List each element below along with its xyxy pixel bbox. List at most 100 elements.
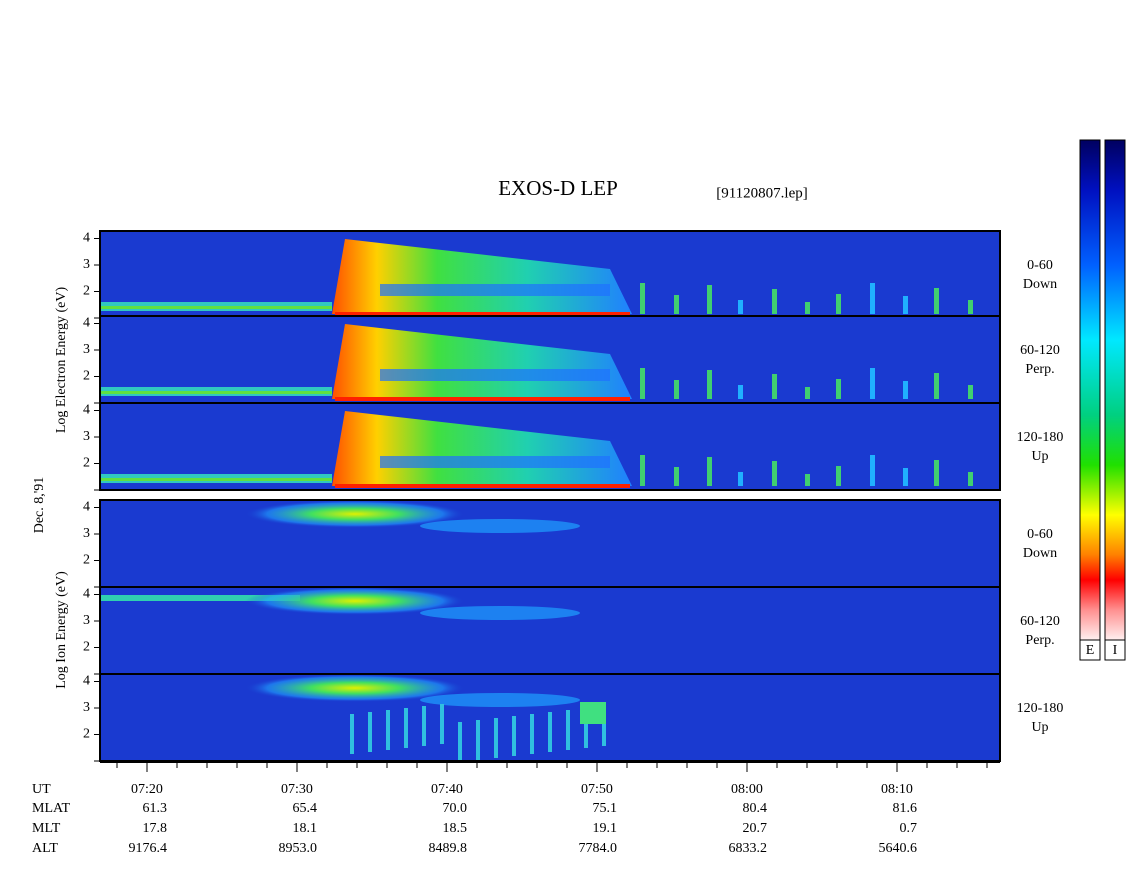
- pitch-angle: 120-180: [1017, 430, 1064, 445]
- table-value: 07:20: [131, 782, 163, 797]
- direction: Perp.: [1025, 633, 1054, 648]
- table-value: 07:50: [581, 782, 613, 797]
- pitch-angle: 0-60: [1027, 527, 1053, 542]
- y-tick-label: 2: [83, 284, 90, 299]
- y-tick-label: 4: [83, 587, 90, 602]
- low-energy-core: [100, 478, 332, 481]
- y-tick-label: 2: [83, 727, 90, 742]
- spike: [584, 708, 588, 748]
- table-value: 80.4: [743, 801, 768, 816]
- panel-frame: [99, 402, 1001, 491]
- spike: [674, 380, 679, 399]
- spike: [386, 710, 390, 750]
- ion-flux: [245, 674, 465, 702]
- spike: [674, 295, 679, 314]
- y-tick-label: 3: [83, 429, 90, 444]
- table-value: 07:30: [281, 782, 313, 797]
- table-value: 7784.0: [579, 841, 618, 856]
- color-bar-label: E: [1086, 643, 1095, 658]
- y-tick-label: 4: [83, 500, 90, 515]
- table-value: 6833.2: [729, 841, 768, 856]
- y-tick-label: 2: [83, 640, 90, 655]
- table-value: 18.1: [293, 821, 318, 836]
- spike: [640, 455, 645, 486]
- y-tick-label: 3: [83, 342, 90, 357]
- table-value: 19.1: [593, 821, 618, 836]
- file-name: [91120807.lep]: [716, 185, 808, 201]
- spike: [805, 302, 810, 314]
- spike: [458, 722, 462, 762]
- pitch-angle: 60-120: [1020, 614, 1060, 629]
- y-tick-label: 3: [83, 613, 90, 628]
- spike: [580, 702, 606, 724]
- spike: [368, 712, 372, 752]
- spike: [602, 706, 606, 746]
- red-band: [335, 312, 630, 316]
- spike: [512, 716, 516, 756]
- spike: [903, 468, 908, 486]
- table-value: 65.4: [293, 801, 318, 816]
- table-value: 20.7: [743, 821, 768, 836]
- red-band: [335, 484, 630, 488]
- table-value: 08:10: [881, 782, 913, 797]
- date-label: Dec. 8,'91: [32, 477, 47, 534]
- spike: [805, 474, 810, 486]
- spike: [548, 712, 552, 752]
- y-tick-label: 3: [83, 257, 90, 272]
- spike: [903, 296, 908, 314]
- y-tick-label: 2: [83, 456, 90, 471]
- spike: [476, 720, 480, 760]
- spike: [772, 289, 777, 314]
- ion-flux: [245, 587, 465, 615]
- table-value: 9176.4: [129, 841, 168, 856]
- row-label: ALT: [32, 841, 58, 856]
- spike: [440, 704, 444, 744]
- table-value: 5640.6: [879, 841, 918, 856]
- spike: [934, 460, 939, 486]
- spike: [968, 385, 973, 399]
- flux-band: [380, 456, 610, 468]
- spike: [870, 283, 875, 314]
- spike: [934, 288, 939, 314]
- spike: [738, 300, 743, 314]
- color-bar-box: [1104, 639, 1126, 661]
- table-value: 81.6: [893, 801, 918, 816]
- direction: Up: [1031, 449, 1048, 464]
- table-value: 17.8: [143, 821, 168, 836]
- spike: [836, 379, 841, 399]
- table-value: 70.0: [443, 801, 468, 816]
- panel-background: [100, 500, 1000, 587]
- color-bar: [1079, 139, 1101, 641]
- spike: [968, 300, 973, 314]
- pitch-angle: 0-60: [1027, 258, 1053, 273]
- y-tick-label: 4: [83, 231, 90, 246]
- spike: [404, 708, 408, 748]
- low-energy-core: [100, 391, 332, 394]
- y-tick-label: 4: [83, 674, 90, 689]
- direction: Up: [1031, 720, 1048, 735]
- spike: [738, 472, 743, 486]
- spike: [422, 706, 426, 746]
- table-value: 07:40: [431, 782, 463, 797]
- spike: [772, 461, 777, 486]
- color-bar-box: [1079, 639, 1101, 661]
- electron-axis-label: Log Electron Energy (eV): [54, 287, 69, 434]
- table-value: 8953.0: [279, 841, 318, 856]
- pitch-angle: 120-180: [1017, 701, 1064, 716]
- spike: [707, 370, 712, 399]
- direction: Down: [1023, 546, 1057, 561]
- spike: [494, 718, 498, 758]
- y-tick-label: 3: [83, 700, 90, 715]
- direction: Down: [1023, 277, 1057, 292]
- spike: [870, 455, 875, 486]
- table-value: 08:00: [731, 782, 763, 797]
- spike: [350, 714, 354, 754]
- spike: [707, 285, 712, 314]
- table-value: 0.7: [900, 821, 918, 836]
- flux-band: [380, 369, 610, 381]
- spike: [805, 387, 810, 399]
- y-tick-label: 4: [83, 316, 90, 331]
- title: EXOS-D LEP: [498, 176, 618, 200]
